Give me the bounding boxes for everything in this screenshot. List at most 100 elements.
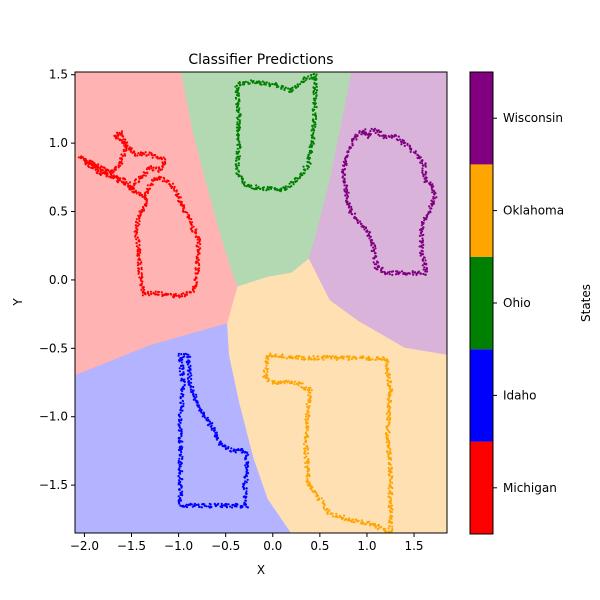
scatter-point: [181, 457, 184, 460]
scatter-point: [196, 253, 200, 256]
scatter-point: [306, 157, 309, 160]
scatter-point: [183, 293, 187, 296]
scatter-point: [252, 187, 255, 190]
scatter-point: [340, 517, 343, 521]
scatter-point: [378, 134, 381, 137]
scatter-point: [423, 263, 426, 266]
scatter-point: [397, 135, 400, 138]
scatter-point: [385, 441, 388, 444]
scatter-point: [136, 261, 139, 264]
scatter-point: [345, 355, 348, 358]
scatter-point: [149, 290, 153, 293]
scatter-point: [214, 503, 217, 506]
scatter-point: [134, 220, 138, 223]
scatter-point: [351, 142, 354, 145]
scatter-point: [310, 485, 313, 488]
scatter-point: [104, 172, 107, 175]
scatter-point: [235, 172, 238, 175]
scatter-point: [264, 360, 267, 363]
scatter-point: [370, 244, 373, 247]
scatter-point: [193, 504, 196, 507]
scatter-point: [310, 389, 313, 392]
scatter-point: [427, 211, 430, 214]
scatter-point: [385, 425, 388, 428]
scatter-point: [217, 443, 221, 446]
scatter-point: [234, 163, 237, 166]
scatter-point: [341, 175, 344, 178]
scatter-point: [294, 180, 297, 183]
scatter-point: [238, 115, 241, 118]
scatter-point: [190, 218, 193, 221]
y-tick-label: 1.0: [49, 136, 68, 150]
scatter-point: [370, 241, 373, 244]
scatter-point: [313, 358, 316, 361]
scatter-point: [312, 109, 315, 112]
scatter-point: [277, 85, 280, 88]
scatter-point: [177, 437, 180, 440]
scatter-point: [361, 355, 365, 358]
scatter-point: [422, 222, 425, 225]
series-idaho: [177, 352, 250, 509]
scatter-point: [315, 85, 318, 88]
scatter-point: [261, 187, 264, 190]
scatter-point: [188, 370, 191, 373]
colorbar-swatch-idaho: [470, 349, 493, 442]
scatter-point: [178, 479, 181, 482]
scatter-point: [180, 364, 183, 368]
scatter-point: [132, 187, 135, 191]
scatter-point: [309, 487, 312, 490]
scatter-point: [363, 228, 366, 231]
scatter-point: [182, 378, 185, 381]
scatter-point: [305, 455, 308, 458]
scatter-point: [216, 434, 219, 437]
scatter-point: [306, 473, 309, 477]
scatter-point: [236, 91, 239, 94]
scatter-point: [308, 77, 311, 80]
scatter-point: [380, 358, 384, 361]
scatter-point: [299, 173, 303, 176]
scatter-point: [354, 133, 357, 136]
scatter-point: [387, 469, 390, 473]
scatter-point: [352, 355, 355, 358]
scatter-point: [126, 141, 129, 144]
scatter-point: [314, 91, 317, 95]
scatter-point: [300, 355, 303, 358]
scatter-point: [152, 166, 155, 169]
scatter-point: [334, 355, 337, 358]
scatter-point: [375, 129, 378, 132]
scatter-point: [289, 180, 293, 183]
scatter-point: [398, 138, 402, 141]
x-tick-label: 1.5: [404, 539, 423, 553]
scatter-point: [190, 381, 193, 384]
scatter-point: [181, 440, 184, 443]
x-tick-label: 1.0: [357, 539, 376, 553]
scatter-point: [237, 109, 240, 112]
scatter-point: [246, 478, 249, 481]
scatter-point: [177, 354, 180, 357]
scatter-point: [266, 185, 269, 189]
scatter-point: [297, 384, 300, 387]
scatter-point: [92, 163, 95, 166]
scatter-point: [372, 523, 375, 526]
scatter-point: [128, 146, 131, 149]
scatter-point: [387, 396, 391, 399]
scatter-point: [387, 361, 390, 364]
scatter-point: [236, 121, 239, 124]
scatter-point: [236, 104, 240, 107]
scatter-point: [158, 178, 161, 181]
series-ohio: [234, 72, 319, 193]
scatter-point: [302, 443, 306, 446]
scatter-point: [250, 184, 253, 187]
scatter-point: [180, 430, 183, 433]
scatter-point: [269, 352, 272, 355]
scatter-point: [398, 271, 401, 274]
scatter-point: [357, 221, 360, 224]
scatter-point: [220, 502, 223, 505]
scatter-point: [388, 421, 391, 424]
scatter-point: [389, 452, 392, 455]
scatter-point: [389, 463, 392, 466]
scatter-point: [145, 190, 148, 193]
scatter-point: [152, 154, 155, 157]
scatter-point: [141, 195, 144, 198]
scatter-point: [266, 361, 269, 364]
